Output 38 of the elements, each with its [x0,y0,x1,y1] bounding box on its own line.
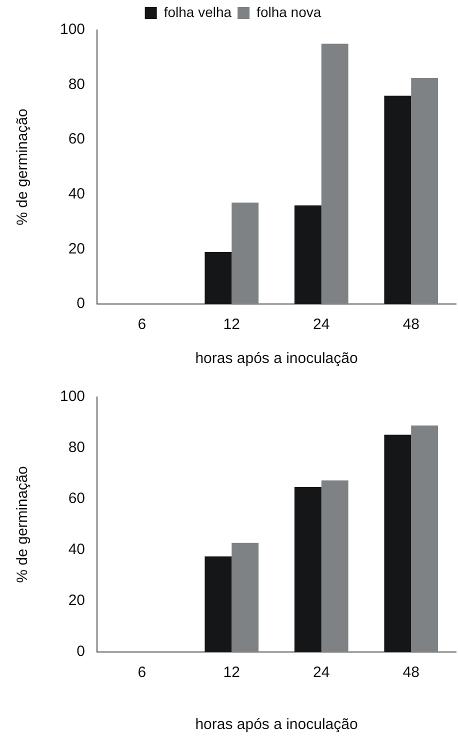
y-tick-label: 80 [68,76,86,93]
bar [294,205,322,304]
y-tick-label: 0 [76,643,86,660]
x-tick-label: 48 [402,316,420,334]
y-tick-label: 40 [68,541,86,558]
y-axis-title: % de germinação [14,108,32,226]
x-axis-title: horas após a inoculação [195,716,358,734]
bar [294,487,322,652]
y-tick-label: 100 [60,388,86,406]
legend-label: folha velha [164,4,232,20]
y-tick-label: 40 [68,186,86,203]
x-tick-label: 6 [138,664,146,682]
bar [411,426,438,652]
y-tick-label: 80 [68,439,86,456]
x-tick-label: 48 [402,664,420,682]
bar [232,202,259,304]
y-tick-label: 100 [60,21,86,38]
x-tick-label: 6 [138,316,146,334]
y-tick-label: 60 [68,490,86,508]
bar [411,78,438,304]
y-tick-label: 20 [68,240,86,258]
legend-label: folha nova [256,4,322,20]
y-tick-label: 0 [76,295,86,312]
x-tick-label: 12 [223,316,240,334]
bar [232,542,259,652]
bar [384,96,412,304]
x-axis-title: horas após a inoculação [195,350,358,368]
x-tick-label: 12 [223,664,240,682]
y-tick-label: 60 [68,130,86,148]
y-tick-label: 20 [68,592,86,610]
x-tick-label: 24 [313,664,330,682]
bar [204,556,232,652]
x-tick-label: 24 [313,316,330,334]
bar [204,252,232,304]
bar [384,434,412,652]
y-axis-title: % de germinação [14,466,32,583]
bar [321,480,348,652]
bar [321,44,348,304]
